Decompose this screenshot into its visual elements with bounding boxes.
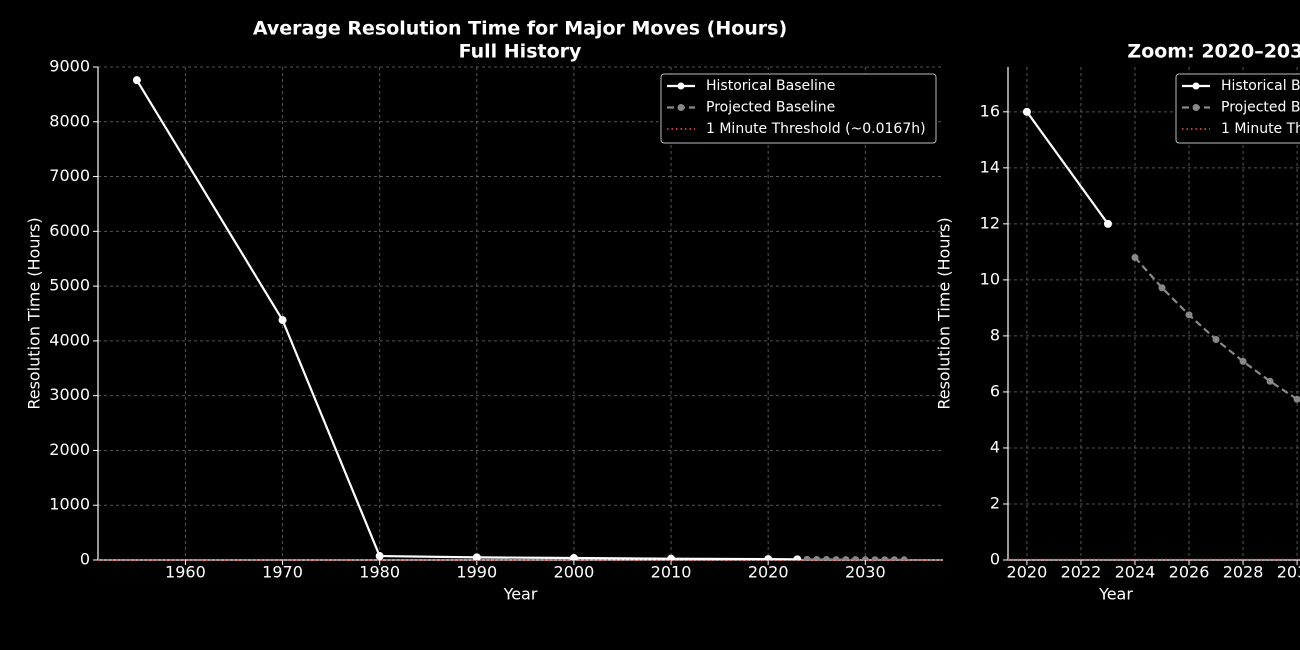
legend-marker	[1192, 82, 1200, 90]
x-tick-label: 1960	[165, 563, 206, 582]
chart-title: Average Resolution Time for Major Moves …	[253, 18, 787, 40]
x-tick-label: 2030	[1277, 563, 1300, 582]
data-point	[832, 556, 840, 560]
y-tick-label: 6	[990, 381, 1000, 400]
y-tick-label: 5000	[49, 276, 90, 295]
y-tick-label: 0	[80, 550, 90, 569]
y-tick-label: 9000	[49, 57, 90, 76]
data-point	[1131, 253, 1139, 261]
data-point	[278, 316, 287, 325]
y-axis-label: Resolution Time (Hours)	[25, 217, 44, 409]
x-tick-label: 2024	[1115, 563, 1156, 582]
y-tick-label: 2	[990, 493, 1000, 512]
y-tick-label: 0	[990, 550, 1000, 569]
series-line	[1134, 256, 1298, 401]
x-tick-label: 2020	[1007, 563, 1048, 582]
y-tick-label: 12	[980, 213, 1000, 232]
legend-label: Projected Baseline	[1221, 100, 1300, 116]
x-tick-label: 2022	[1061, 563, 1102, 582]
x-axis-label: Year	[1098, 585, 1133, 604]
y-tick-label: 2000	[49, 440, 90, 459]
data-point	[1158, 284, 1166, 292]
data-point	[1293, 395, 1300, 403]
data-point	[1266, 377, 1274, 385]
y-tick-label: 3000	[49, 385, 90, 404]
data-point	[375, 552, 384, 560]
data-point	[569, 554, 578, 560]
chart-subtitle: Full History	[459, 41, 582, 63]
y-axis-label: Resolution Time (Hours)	[935, 217, 954, 409]
legend-box	[660, 73, 937, 144]
data-point	[822, 556, 830, 560]
y-tick-label: 1000	[49, 495, 90, 514]
data-point	[890, 556, 898, 560]
x-tick-label: 2000	[554, 563, 595, 582]
x-axis-label: Year	[503, 585, 538, 604]
legend-label: Projected Baseline	[706, 100, 835, 116]
data-point	[852, 556, 860, 560]
data-point	[667, 554, 676, 560]
y-tick-label: 8	[990, 325, 1000, 344]
data-point	[472, 553, 481, 560]
data-point	[803, 555, 811, 560]
data-point	[861, 556, 869, 560]
legend-marker	[1192, 104, 1200, 111]
y-tick-label: 10	[980, 269, 1000, 288]
data-point	[1103, 219, 1112, 228]
data-point	[881, 556, 889, 560]
x-tick-label: 2028	[1223, 563, 1264, 582]
data-point	[764, 555, 773, 560]
y-tick-label: 16	[980, 101, 1000, 120]
legend-label: Historical Baseline	[1221, 78, 1300, 94]
data-point	[813, 555, 821, 560]
data-point	[842, 556, 850, 560]
x-tick-label: 1970	[262, 563, 303, 582]
series-line	[135, 79, 798, 560]
data-point	[1185, 311, 1193, 319]
y-tick-label: 4000	[49, 330, 90, 349]
x-tick-label: 1980	[359, 563, 400, 582]
data-point	[900, 556, 908, 560]
data-point	[871, 556, 879, 560]
y-tick-label: 7000	[49, 166, 90, 185]
data-point	[793, 555, 802, 560]
legend-label: 1 Minute Threshold (~0.0167h)	[1221, 121, 1300, 137]
y-tick-label: 4	[990, 437, 1000, 456]
chart-title: Zoom: 2020–2030	[1127, 41, 1300, 63]
x-tick-label: 2020	[748, 563, 789, 582]
legend-box	[1175, 73, 1300, 144]
data-point	[1239, 357, 1247, 365]
series-line	[1026, 111, 1109, 225]
y-tick-label: 8000	[49, 111, 90, 130]
legend-marker	[677, 104, 685, 111]
legend-label: Historical Baseline	[706, 78, 835, 94]
y-tick-label: 14	[980, 157, 1000, 176]
x-tick-label: 2010	[651, 563, 692, 582]
y-tick-label: 6000	[49, 221, 90, 240]
data-point	[1212, 336, 1220, 344]
data-point	[1022, 107, 1031, 116]
legend-label: 1 Minute Threshold (~0.0167h)	[706, 121, 926, 137]
x-tick-label: 2030	[845, 563, 886, 582]
data-point	[132, 76, 141, 85]
x-tick-label: 1990	[456, 563, 497, 582]
legend-marker	[677, 82, 685, 90]
x-tick-label: 2026	[1169, 563, 1210, 582]
